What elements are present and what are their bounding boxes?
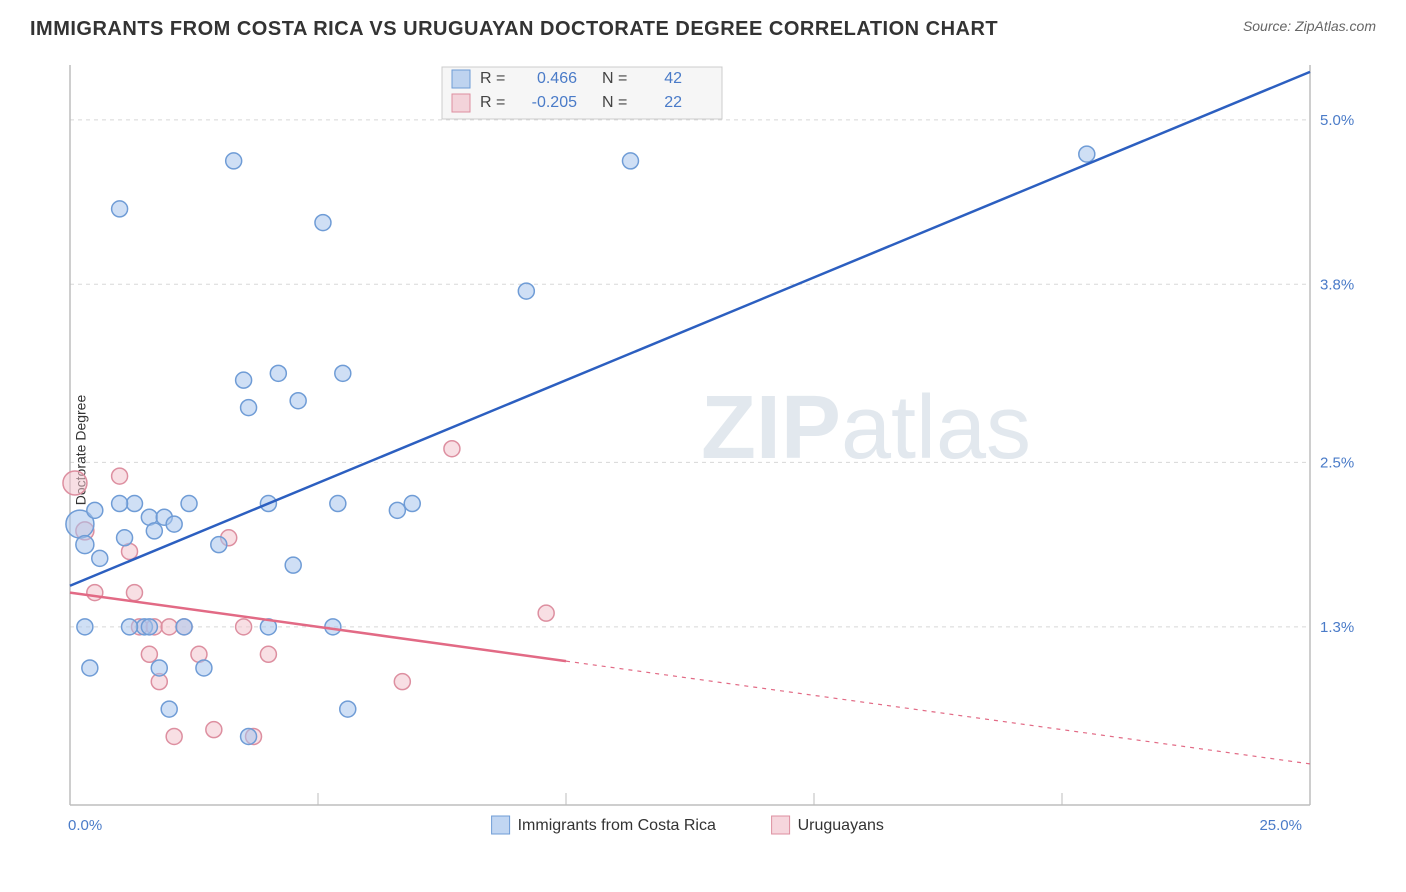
y-tick-label: 3.8% bbox=[1320, 276, 1354, 293]
svg-text:N =: N = bbox=[602, 70, 627, 87]
svg-text:R =: R = bbox=[480, 70, 505, 87]
data-point bbox=[87, 502, 103, 518]
data-point bbox=[196, 660, 212, 676]
data-point bbox=[146, 523, 162, 539]
y-tick-label: 2.5% bbox=[1320, 454, 1354, 471]
svg-text:Immigrants from Costa Rica: Immigrants from Costa Rica bbox=[518, 817, 716, 834]
data-point bbox=[126, 585, 142, 601]
data-point bbox=[63, 471, 87, 495]
svg-text:42: 42 bbox=[664, 70, 682, 87]
svg-text:-0.205: -0.205 bbox=[532, 94, 577, 111]
data-point bbox=[166, 728, 182, 744]
data-point bbox=[285, 557, 301, 573]
data-point bbox=[404, 496, 420, 512]
svg-text:22: 22 bbox=[664, 94, 682, 111]
data-point bbox=[325, 619, 341, 635]
watermark: ZIPatlas bbox=[701, 378, 1031, 478]
svg-text:Uruguayans: Uruguayans bbox=[798, 817, 884, 834]
data-point bbox=[181, 496, 197, 512]
data-point bbox=[260, 646, 276, 662]
trend-line-extrapolated bbox=[566, 661, 1310, 764]
data-point bbox=[236, 619, 252, 635]
data-point bbox=[622, 153, 638, 169]
data-point bbox=[161, 701, 177, 717]
data-point bbox=[518, 283, 534, 299]
data-point bbox=[241, 728, 257, 744]
data-point bbox=[112, 201, 128, 217]
data-point bbox=[290, 393, 306, 409]
data-point bbox=[112, 468, 128, 484]
x-tick-label: 0.0% bbox=[68, 817, 102, 834]
data-point bbox=[166, 516, 182, 532]
data-point bbox=[389, 502, 405, 518]
data-point bbox=[538, 605, 554, 621]
data-point bbox=[394, 674, 410, 690]
data-point bbox=[444, 441, 460, 457]
data-point bbox=[141, 619, 157, 635]
data-point bbox=[176, 619, 192, 635]
data-point bbox=[77, 619, 93, 635]
data-point bbox=[315, 215, 331, 231]
data-point bbox=[206, 722, 222, 738]
svg-text:N =: N = bbox=[602, 94, 627, 111]
data-point bbox=[141, 646, 157, 662]
data-point bbox=[226, 153, 242, 169]
legend-stats: R = 0.466 N = 42 R = -0.205 N = 22 bbox=[442, 67, 722, 119]
data-point bbox=[151, 660, 167, 676]
x-tick-label: 25.0% bbox=[1259, 817, 1302, 834]
svg-text:0.466: 0.466 bbox=[537, 70, 577, 87]
data-point bbox=[92, 550, 108, 566]
y-tick-label: 5.0% bbox=[1320, 112, 1354, 129]
data-point bbox=[76, 536, 94, 554]
chart-area: Doctorate Degree ZIPatlas1.3%2.5%3.8%5.0… bbox=[60, 55, 1360, 845]
chart-title: IMMIGRANTS FROM COSTA RICA VS URUGUAYAN … bbox=[30, 18, 998, 41]
y-tick-label: 1.3% bbox=[1320, 619, 1354, 636]
data-point bbox=[241, 400, 257, 416]
data-point bbox=[82, 660, 98, 676]
data-point bbox=[87, 585, 103, 601]
data-point bbox=[236, 372, 252, 388]
data-point bbox=[1079, 146, 1095, 162]
data-point bbox=[126, 496, 142, 512]
svg-text:R =: R = bbox=[480, 94, 505, 111]
data-point bbox=[270, 365, 286, 381]
data-point bbox=[340, 701, 356, 717]
data-point bbox=[335, 365, 351, 381]
data-point bbox=[122, 619, 138, 635]
data-point bbox=[117, 530, 133, 546]
scatter-plot: ZIPatlas 1.3% 2.5% 3.8% 5.0% 0.0% 25.0% R = 0.46… bbox=[60, 55, 1360, 845]
data-point bbox=[161, 619, 177, 635]
data-point bbox=[211, 537, 227, 553]
source-attribution: Source: ZipAtlas.com bbox=[1243, 18, 1376, 34]
data-point bbox=[112, 496, 128, 512]
trend-line bbox=[70, 72, 1310, 586]
legend-series: Immigrants from Costa Rica Uruguayans bbox=[492, 816, 884, 834]
data-point bbox=[330, 496, 346, 512]
